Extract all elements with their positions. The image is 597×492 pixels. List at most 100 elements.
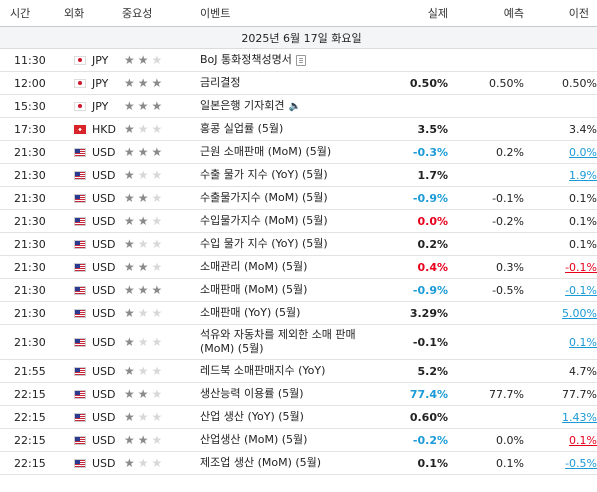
event-row[interactable]: 21:30 USD ★ ★ ★ 소매판매 (MoM) (5월) -0.9% -0.5% -0.1… <box>0 278 597 302</box>
event-name[interactable]: BoJ 통화정책성명서 <box>200 53 292 66</box>
event-currency: USD <box>92 410 116 424</box>
event-row[interactable]: 21:30 USD ★ ★ ★ 석유와 자동차를 제외한 소매 판매 (MoM) (5월)… <box>0 324 597 360</box>
event-previous-cell <box>530 94 597 118</box>
event-name[interactable]: 수입 물가 지수 (YoY) (5월) <box>200 237 328 250</box>
event-time: 21:55 <box>0 359 64 383</box>
event-previous: 0.50% <box>562 76 597 90</box>
event-name-cell[interactable]: 수출 물가 지수 (YoY) (5월) <box>200 163 396 187</box>
event-actual: 3.29% <box>409 306 448 320</box>
event-name[interactable]: 산업생산 (MoM) (5월) <box>200 433 308 446</box>
event-row[interactable]: 21:30 USD ★ ★ ★ 수출물가지수 (MoM) (5월) -0.9% -0.1% 0.… <box>0 186 597 210</box>
star-icon: ★ <box>137 214 149 228</box>
hk-flag-icon <box>74 124 86 134</box>
event-name[interactable]: 근원 소매판매 (MoM) (5월) <box>200 145 332 158</box>
event-currency-cell: USD <box>64 140 122 164</box>
event-name-cell[interactable]: BoJ 통화정책성명서 <box>200 48 396 72</box>
us-flag-icon <box>74 193 86 203</box>
event-row[interactable]: 21:30 USD ★ ★ ★ 소매판매 (YoY) (5월) 3.29% 5.00% <box>0 301 597 325</box>
star-icon: ★ <box>137 191 149 205</box>
event-forecast: 0.50% <box>452 71 530 95</box>
event-time: 22:15 <box>0 451 64 475</box>
event-name[interactable]: 홍콩 실업률 (5월) <box>200 122 284 135</box>
event-row[interactable]: 22:15 USD ★ ★ ★ 생산능력 이용률 (5월) 77.4% 77.7% 77.7% <box>0 382 597 406</box>
star-icon: ★ <box>151 214 163 228</box>
table-header-row: 시간 외화 중요성 이벤트 실제 예측 이전 <box>0 0 597 27</box>
event-currency-cell: USD <box>64 359 122 383</box>
star-icon: ★ <box>137 433 149 447</box>
event-name[interactable]: 수입물가지수 (MoM) (5월) <box>200 214 328 227</box>
event-name-cell[interactable]: 수입물가지수 (MoM) (5월) <box>200 209 396 233</box>
event-row[interactable]: 12:00 JPY ★ ★ ★ 금리결정 0.50% 0.50% 0.50% <box>0 71 597 95</box>
event-name-cell[interactable]: 홍콩 실업률 (5월) <box>200 117 396 141</box>
event-time: 22:15 <box>0 405 64 429</box>
event-name-cell[interactable]: 수출물가지수 (MoM) (5월) <box>200 186 396 210</box>
event-name-cell[interactable]: 수입 물가 지수 (YoY) (5월) <box>200 232 396 256</box>
event-name-cell[interactable]: 산업생산 (MoM) (5월) <box>200 428 396 452</box>
star-icon: ★ <box>137 76 149 90</box>
event-row[interactable]: 22:15 USD ★ ★ ★ 산업생산 (MoM) (5월) -0.2% 0.0% 0.1% <box>0 428 597 452</box>
event-row[interactable]: 21:55 USD ★ ★ ★ 레드북 소매판매지수 (YoY) 5.2% 4.7% <box>0 359 597 383</box>
event-previous: -0.1% <box>565 283 597 297</box>
header-previous: 이전 <box>530 0 597 27</box>
event-actual-cell <box>396 48 452 72</box>
event-row[interactable]: 22:15 USD ★ ★ ★ 제조업 생산 (MoM) (5월) 0.1% 0.1% -0.5… <box>0 451 597 475</box>
event-importance: ★ ★ ★ <box>122 382 200 406</box>
event-name-cell[interactable]: 생산능력 이용률 (5월) <box>200 382 396 406</box>
star-icon: ★ <box>151 364 163 378</box>
us-flag-icon <box>74 262 86 272</box>
event-actual-cell: 3.5% <box>396 117 452 141</box>
event-row[interactable]: 11:30 JPY ★ ★ ★ BoJ 통화정책성명서 <box>0 48 597 72</box>
event-name-cell[interactable]: 금리결정 <box>200 71 396 95</box>
event-name[interactable]: 일본은행 기자회견 <box>200 99 285 112</box>
event-name[interactable]: 금리결정 <box>200 76 241 89</box>
event-name-cell[interactable]: 일본은행 기자회견 🔈 <box>200 94 396 118</box>
event-row[interactable]: 22:15 USD ★ ★ ★ 산업 생산 (YoY) (5월) 0.60% 1.43% <box>0 405 597 429</box>
event-name-cell[interactable]: 산업 생산 (YoY) (5월) <box>200 405 396 429</box>
event-row[interactable]: 21:30 USD ★ ★ ★ 소매관리 (MoM) (5월) 0.4% 0.3% -0.1% <box>0 255 597 279</box>
document-icon[interactable] <box>295 54 306 66</box>
event-name[interactable]: 레드북 소매판매지수 (YoY) <box>200 364 326 377</box>
event-name[interactable]: 소매판매 (MoM) (5월) <box>200 283 308 296</box>
event-name-cell[interactable]: 소매관리 (MoM) (5월) <box>200 255 396 279</box>
event-name[interactable]: 소매관리 (MoM) (5월) <box>200 260 308 273</box>
event-name[interactable]: 산업 생산 (YoY) (5월) <box>200 410 304 423</box>
event-row[interactable]: 15:30 JPY ★ ★ ★ 일본은행 기자회견 🔈 <box>0 94 597 118</box>
event-name-cell[interactable]: 제조업 생산 (MoM) (5월) <box>200 451 396 475</box>
speaker-icon[interactable]: 🔈 <box>288 100 301 112</box>
event-actual-cell: 0.4% <box>396 255 452 279</box>
star-icon: ★ <box>137 283 149 297</box>
event-row[interactable]: 21:30 USD ★ ★ ★ 수입 물가 지수 (YoY) (5월) 0.2% 0.1% <box>0 232 597 256</box>
event-importance: ★ ★ ★ <box>122 278 200 302</box>
event-actual-cell: -0.1% <box>396 324 452 360</box>
event-currency-cell: USD <box>64 428 122 452</box>
event-row[interactable]: 21:30 USD ★ ★ ★ 근원 소매판매 (MoM) (5월) -0.3% 0.2% 0.… <box>0 140 597 164</box>
event-name[interactable]: 생산능력 이용률 (5월) <box>200 387 304 400</box>
event-actual: 3.5% <box>417 122 448 136</box>
event-actual: 0.50% <box>409 76 448 90</box>
event-name[interactable]: 수출물가지수 (MoM) (5월) <box>200 191 328 204</box>
event-actual: -0.9% <box>412 283 448 297</box>
event-row[interactable]: 21:30 USD ★ ★ ★ 수출 물가 지수 (YoY) (5월) 1.7% 1.9% <box>0 163 597 187</box>
event-name[interactable]: 소매판매 (YoY) (5월) <box>200 306 301 319</box>
event-name-cell[interactable]: 근원 소매판매 (MoM) (5월) <box>200 140 396 164</box>
star-icon: ★ <box>124 53 135 67</box>
event-previous: 0.1% <box>569 335 597 349</box>
event-name[interactable]: 수출 물가 지수 (YoY) (5월) <box>200 168 328 181</box>
event-name-cell[interactable]: 석유와 자동차를 제외한 소매 판매 (MoM) (5월) <box>200 324 396 360</box>
event-name-cell[interactable]: 소매판매 (YoY) (5월) <box>200 301 396 325</box>
star-icon: ★ <box>137 122 149 136</box>
event-importance: ★ ★ ★ <box>122 232 200 256</box>
event-time: 11:30 <box>0 48 64 72</box>
event-name[interactable]: 석유와 자동차를 제외한 소매 판매 (MoM) (5월) <box>200 328 356 355</box>
event-actual: 77.4% <box>409 387 448 401</box>
event-name-cell[interactable]: 소매판매 (MoM) (5월) <box>200 278 396 302</box>
header-currency: 외화 <box>64 0 122 27</box>
event-name-cell[interactable]: 레드북 소매판매지수 (YoY) <box>200 359 396 383</box>
event-row[interactable]: 21:30 USD ★ ★ ★ 수입물가지수 (MoM) (5월) 0.0% -0.2% 0.1… <box>0 209 597 233</box>
event-row[interactable]: 17:30 HKD ★ ★ ★ 홍콩 실업률 (5월) 3.5% 3.4% <box>0 117 597 141</box>
header-actual: 실제 <box>396 0 452 27</box>
us-flag-icon <box>74 285 86 295</box>
event-name[interactable]: 제조업 생산 (MoM) (5월) <box>200 456 322 469</box>
event-previous-cell: 1.43% <box>530 405 597 429</box>
event-importance: ★ ★ ★ <box>122 428 200 452</box>
